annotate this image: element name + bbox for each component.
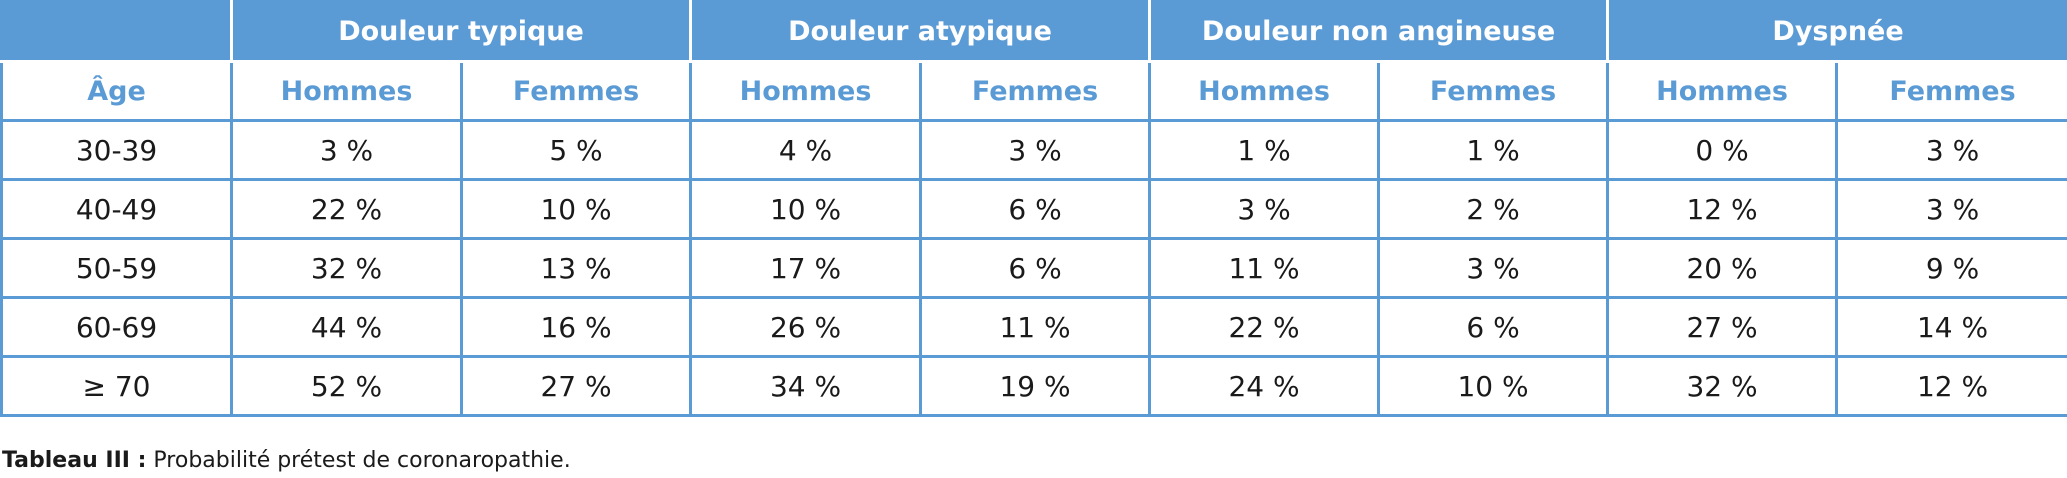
group-header-row: Douleur typique Douleur atypique Douleur… — [0, 0, 2067, 63]
table-cell: 44 % — [230, 296, 463, 358]
table-cell: 1 % — [1377, 119, 1610, 181]
table-cell: 10 % — [689, 178, 923, 240]
table-cell: 19 % — [919, 355, 1152, 417]
table-cell: 52 % — [230, 355, 463, 417]
table-cell: 17 % — [689, 237, 923, 299]
table-cell: 27 % — [459, 355, 693, 417]
table-cell: 22 % — [1148, 296, 1381, 358]
table-row: 40-49 22 % 10 % 10 % 6 % 3 % 2 % 12 % 3 % — [0, 178, 2067, 240]
subheader-hommes: Hommes — [1606, 60, 1839, 122]
table-cell: 9 % — [1835, 237, 2067, 299]
group-header-empty — [0, 0, 233, 63]
group-header-douleur-typique: Douleur typique — [229, 0, 693, 63]
table-cell: 13 % — [459, 237, 693, 299]
table-cell: 34 % — [689, 355, 923, 417]
subheader-femmes: Femmes — [1377, 60, 1610, 122]
caption-text: Probabilité prétest de coronaropathie. — [146, 448, 571, 473]
table-cell: 12 % — [1606, 178, 1839, 240]
subheader-femmes: Femmes — [919, 60, 1152, 122]
age-cell: 60-69 — [0, 296, 233, 358]
table-cell: 32 % — [1606, 355, 1839, 417]
table-cell: 5 % — [459, 119, 693, 181]
age-cell: ≥ 70 — [0, 355, 233, 417]
table-body: 30-39 3 % 5 % 4 % 3 % 1 % 1 % 0 % 3 % 40-49 22 % 10… — [0, 119, 2067, 417]
table-cell: 6 % — [919, 237, 1152, 299]
subheader-femmes: Femmes — [1835, 60, 2067, 122]
table-cell: 12 % — [1835, 355, 2067, 417]
table-cell: 3 % — [1835, 178, 2067, 240]
table-cell: 27 % — [1606, 296, 1839, 358]
subheader-row: Âge Hommes Femmes Hommes Femmes Hommes F… — [0, 60, 2067, 122]
table-cell: 26 % — [689, 296, 923, 358]
subheader-femmes: Femmes — [459, 60, 693, 122]
table-cell: 3 % — [1148, 178, 1381, 240]
caption-label: Tableau III : — [2, 448, 147, 473]
age-cell: 50-59 — [0, 237, 233, 299]
table-cell: 0 % — [1606, 119, 1839, 181]
group-header-dyspnee: Dyspnée — [1606, 0, 2067, 63]
table-row: 50-59 32 % 13 % 17 % 6 % 11 % 3 % 20 % 9 % — [0, 237, 2067, 299]
table-cell: 32 % — [230, 237, 463, 299]
age-cell: 30-39 — [0, 119, 233, 181]
table-cell: 3 % — [919, 119, 1152, 181]
table-cell: 4 % — [689, 119, 923, 181]
subheader-hommes: Hommes — [689, 60, 923, 122]
subheader-age: Âge — [0, 60, 233, 122]
age-cell: 40-49 — [0, 178, 233, 240]
table-cell: 24 % — [1148, 355, 1381, 417]
table-cell: 3 % — [1377, 237, 1610, 299]
table-caption: Tableau III : Probabilité prétest de cor… — [2, 448, 571, 473]
table-cell: 10 % — [1377, 355, 1610, 417]
table-row: 60-69 44 % 16 % 26 % 11 % 22 % 6 % 27 % 14 % — [0, 296, 2067, 358]
table-cell: 2 % — [1377, 178, 1610, 240]
subheader-hommes: Hommes — [1148, 60, 1381, 122]
table-row: 30-39 3 % 5 % 4 % 3 % 1 % 1 % 0 % 3 % — [0, 119, 2067, 181]
table-row: ≥ 70 52 % 27 % 34 % 19 % 24 % 10 % 32 % 12 % — [0, 355, 2067, 417]
table-cell: 6 % — [919, 178, 1152, 240]
table-cell: 6 % — [1377, 296, 1610, 358]
table-cell: 3 % — [230, 119, 463, 181]
probability-table: Douleur typique Douleur atypique Douleur… — [0, 0, 2067, 417]
group-header-douleur-atypique: Douleur atypique — [689, 0, 1152, 63]
table-cell: 3 % — [1835, 119, 2067, 181]
table-cell: 22 % — [230, 178, 463, 240]
subheader-hommes: Hommes — [230, 60, 463, 122]
group-header-douleur-non-angineuse: Douleur non angineuse — [1148, 0, 1610, 63]
table-cell: 10 % — [459, 178, 693, 240]
table-cell: 11 % — [919, 296, 1152, 358]
table-cell: 14 % — [1835, 296, 2067, 358]
table-cell: 16 % — [459, 296, 693, 358]
table-cell: 20 % — [1606, 237, 1839, 299]
table-cell: 1 % — [1148, 119, 1381, 181]
table-cell: 11 % — [1148, 237, 1381, 299]
